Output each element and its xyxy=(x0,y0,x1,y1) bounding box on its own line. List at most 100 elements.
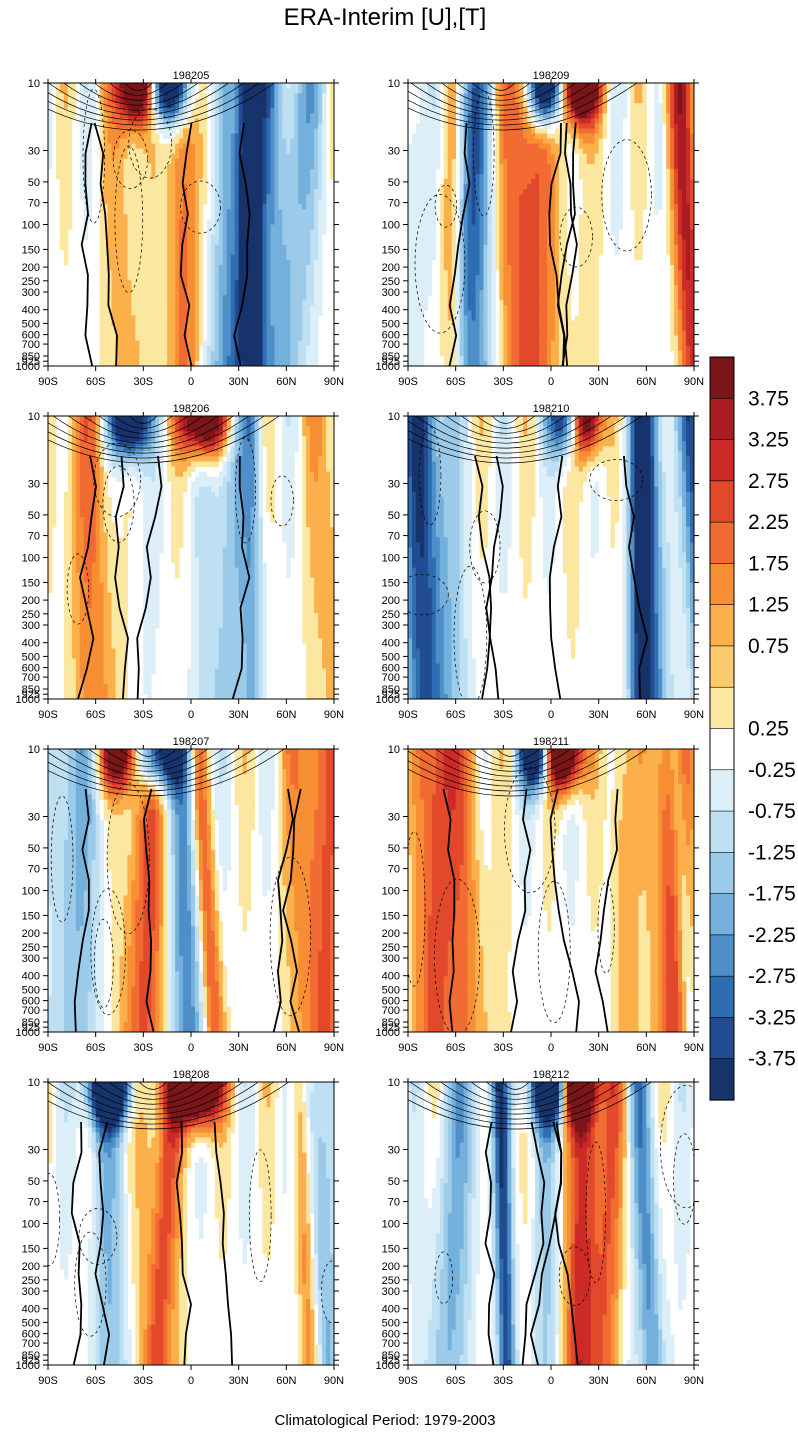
field-cell xyxy=(246,280,251,286)
field-cell xyxy=(230,158,236,165)
field-cell xyxy=(690,158,694,165)
field-cell xyxy=(135,264,140,271)
field-cell xyxy=(187,269,192,276)
field-cell xyxy=(202,103,208,109)
field-cell xyxy=(238,98,244,104)
field-cell xyxy=(59,108,65,114)
field-cell xyxy=(582,133,588,139)
field-cell xyxy=(238,214,244,220)
field-cell xyxy=(286,184,291,190)
field-cell xyxy=(282,173,287,180)
field-cell xyxy=(314,93,319,99)
field-cell xyxy=(562,163,568,170)
field-cell xyxy=(423,194,429,200)
field-cell xyxy=(278,269,283,276)
field-cell xyxy=(554,204,560,210)
field-cell xyxy=(214,128,220,134)
field-cell xyxy=(226,209,232,215)
field-cell xyxy=(67,168,73,175)
field-cell xyxy=(598,168,604,175)
field-cell xyxy=(143,239,148,246)
field-cell xyxy=(135,108,140,114)
field-cell xyxy=(270,254,275,261)
field-cell xyxy=(314,325,319,332)
field-cell xyxy=(310,269,315,276)
field-cell xyxy=(630,133,635,139)
field-cell xyxy=(123,214,128,220)
field-cell xyxy=(159,305,164,311)
field-cell xyxy=(302,249,307,256)
field-cell xyxy=(298,153,303,160)
field-cell xyxy=(143,153,148,160)
field-cell xyxy=(578,103,584,109)
field-cell xyxy=(586,133,592,139)
field-cell xyxy=(111,244,116,251)
field-cell xyxy=(214,103,220,109)
field-cell xyxy=(286,168,291,175)
field-cell xyxy=(678,163,683,170)
field-cell xyxy=(218,224,224,230)
field-cell xyxy=(610,153,615,160)
field-cell xyxy=(322,93,327,99)
field-cell xyxy=(159,118,164,124)
field-cell xyxy=(167,189,172,195)
field-cell xyxy=(63,133,69,139)
field-cell xyxy=(266,290,271,296)
field-cell xyxy=(226,310,232,316)
field-cell xyxy=(686,143,691,150)
field-cell xyxy=(294,153,299,160)
contour-lines xyxy=(48,83,275,366)
field-cell xyxy=(246,239,251,246)
field-cell xyxy=(286,290,291,296)
field-cell xyxy=(250,295,255,301)
field-cell xyxy=(119,325,124,332)
field-cell xyxy=(91,108,97,114)
field-cell xyxy=(135,234,140,241)
field-cell xyxy=(451,143,457,150)
field-cell xyxy=(115,113,120,119)
field-cell xyxy=(214,168,220,175)
field-cell xyxy=(198,148,204,155)
field-cell xyxy=(63,229,69,235)
field-cell xyxy=(183,214,188,220)
field-cell xyxy=(270,310,275,316)
field-cell xyxy=(226,295,232,301)
field-cell xyxy=(674,83,679,89)
field-cell xyxy=(163,290,168,296)
field-cell xyxy=(443,133,449,139)
field-cell xyxy=(586,163,592,170)
field-cell xyxy=(183,209,188,215)
field-cell xyxy=(99,305,105,311)
field-cell xyxy=(558,184,564,190)
field-cell xyxy=(262,224,267,230)
field-cell xyxy=(167,123,172,129)
field-cell xyxy=(246,168,251,175)
field-cell xyxy=(678,98,683,104)
field-cell xyxy=(87,123,93,129)
field-cell xyxy=(103,305,108,311)
field-cell xyxy=(270,88,275,94)
field-cell xyxy=(523,163,528,170)
field-cell xyxy=(610,98,615,104)
field-cell xyxy=(539,88,544,94)
field-cell xyxy=(290,103,295,109)
field-cell xyxy=(408,163,413,170)
field-cell xyxy=(155,315,160,321)
field-cell xyxy=(187,153,192,160)
field-cell xyxy=(135,360,140,366)
field-cell xyxy=(314,350,319,357)
field-cell xyxy=(183,239,188,246)
field-cell xyxy=(586,199,592,205)
field-cell xyxy=(254,118,259,124)
field-cell xyxy=(262,118,267,124)
field-cell xyxy=(206,249,212,256)
field-cell xyxy=(167,295,172,301)
field-cell xyxy=(139,118,144,124)
field-cell xyxy=(242,264,248,271)
field-cell xyxy=(155,83,160,89)
field-cell xyxy=(107,239,112,246)
field-cell xyxy=(214,204,220,210)
field-cell xyxy=(238,275,244,281)
field-cell xyxy=(302,199,307,205)
field-cell xyxy=(234,108,240,114)
